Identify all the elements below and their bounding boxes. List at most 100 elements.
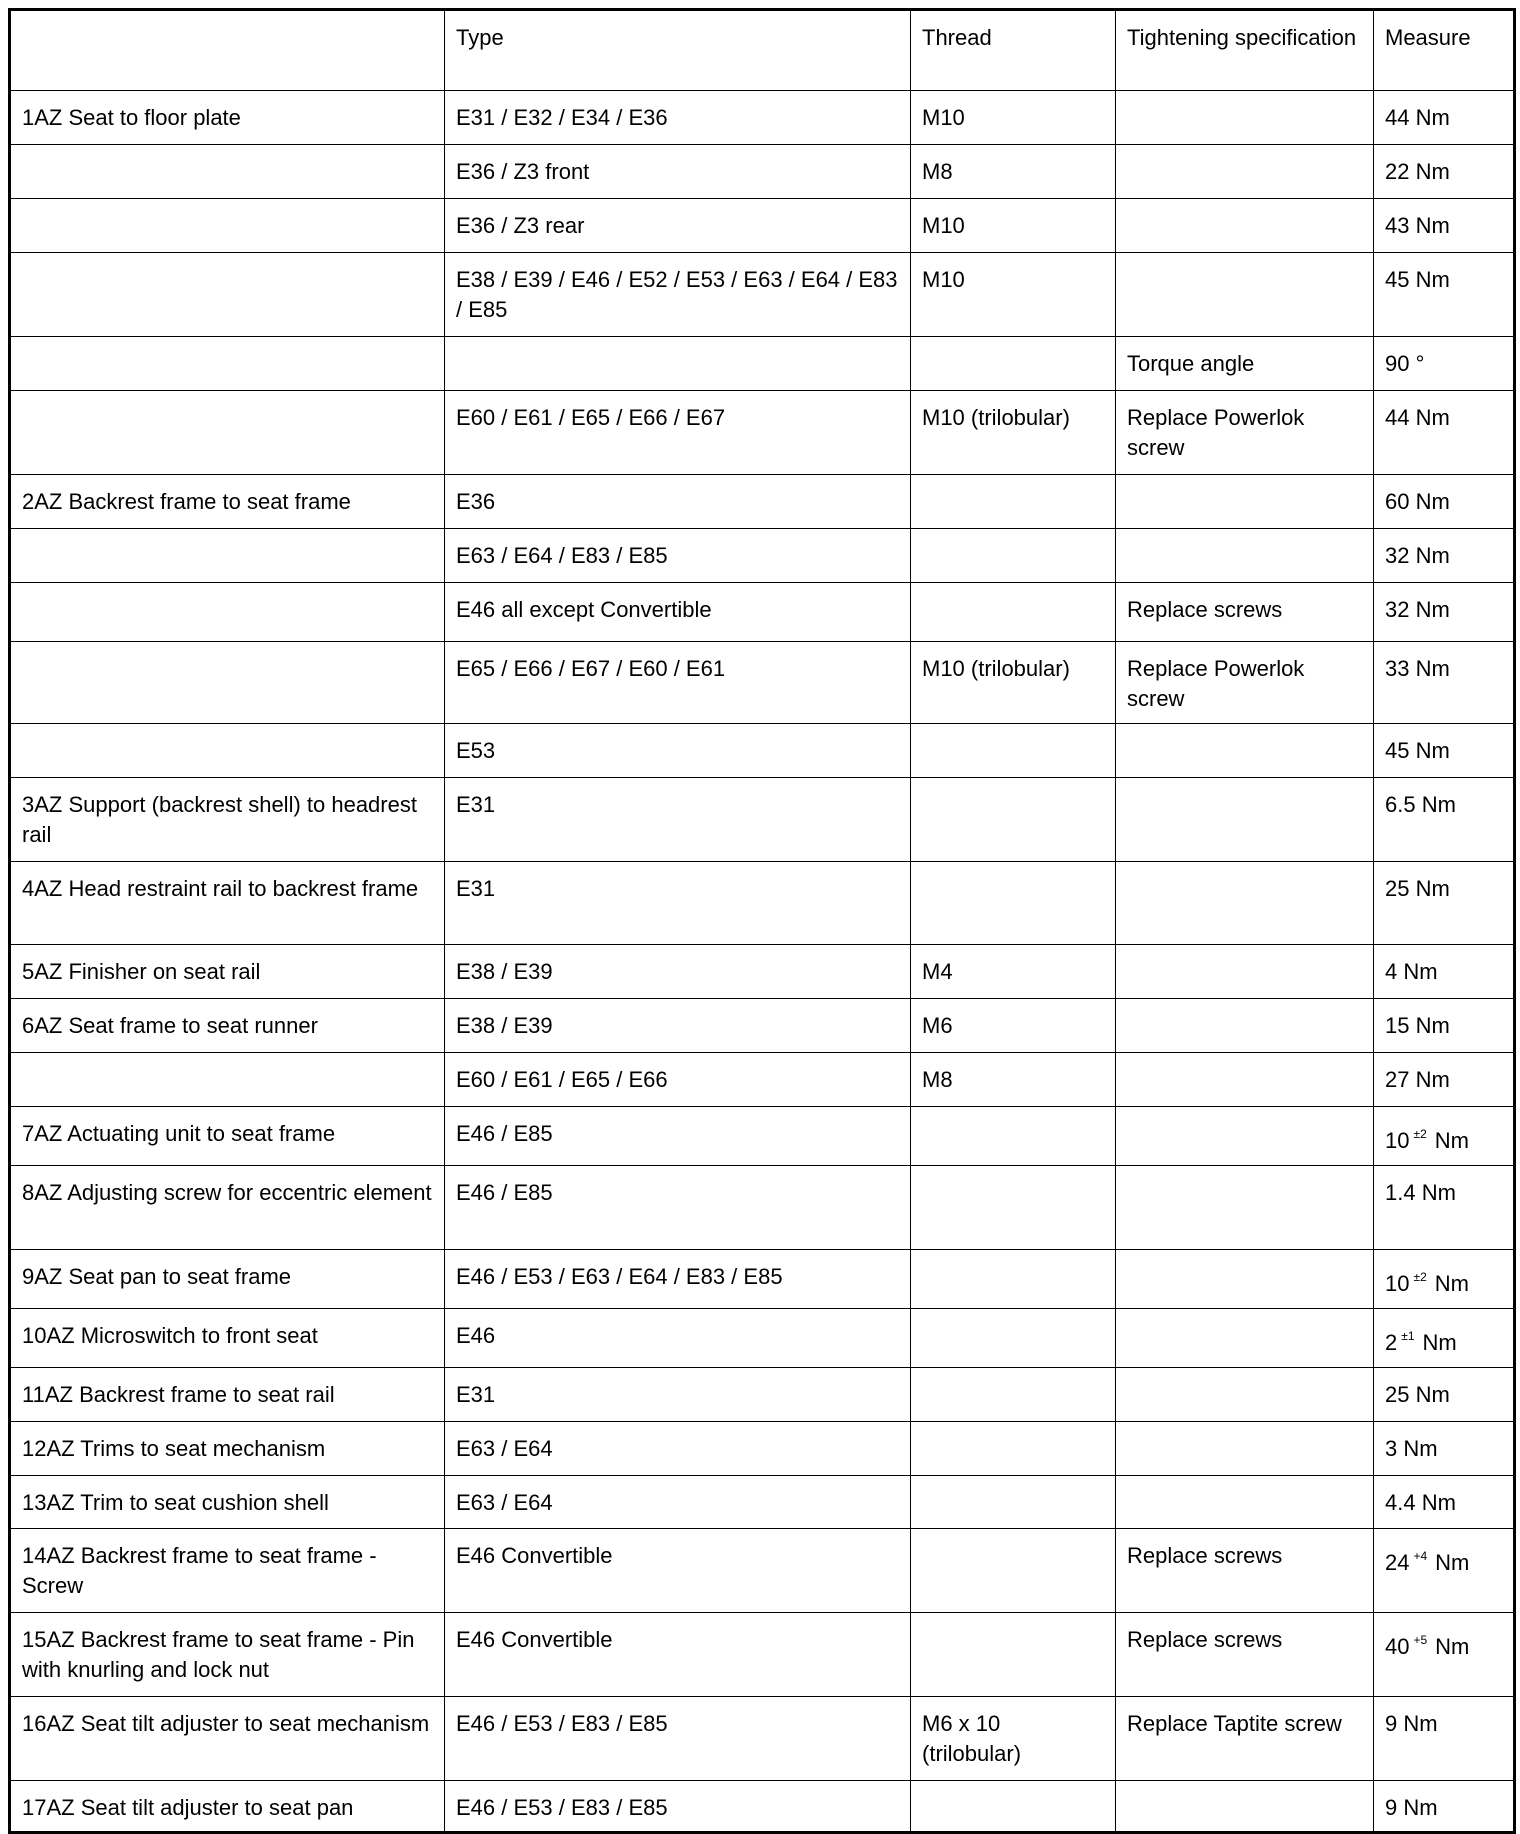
cell-spec (1115, 528, 1374, 583)
torque-spec-table: Type Thread Tightening specification Mea… (8, 8, 1516, 1834)
cell-measure: 27 Nm (1373, 1052, 1515, 1107)
table-row: 15AZ Backrest frame to seat frame - Pin … (9, 1612, 1515, 1697)
cell-thread (910, 474, 1116, 529)
cell-type: E46 / E85 (444, 1106, 911, 1166)
table-row: Torque angle 90 ° (9, 336, 1515, 391)
cell-item: 6AZ Seat frame to seat runner (9, 998, 445, 1053)
table-row: E38 / E39 / E46 / E52 / E53 / E63 / E64 … (9, 252, 1515, 337)
cell-type: E46 / E53 / E83 / E85 (444, 1696, 911, 1781)
cell-measure: 3 Nm (1373, 1421, 1515, 1476)
cell-type: E63 / E64 (444, 1421, 911, 1476)
cell-type: E46 Convertible (444, 1612, 911, 1697)
table-row: 11AZ Backrest frame to seat rail E31 25 Nm (9, 1367, 1515, 1422)
cell-item: 5AZ Finisher on seat rail (9, 944, 445, 999)
cell-measure: 45 Nm (1373, 252, 1515, 337)
cell-type: E31 (444, 777, 911, 862)
table-row: 14AZ Backrest frame to seat frame - Scre… (9, 1528, 1515, 1613)
cell-measure: 22 Nm (1373, 144, 1515, 199)
cell-type: E36 (444, 474, 911, 529)
cell-thread (910, 1421, 1116, 1476)
header-thread: Thread (910, 9, 1116, 91)
cell-thread: M6 x 10 (trilobular) (910, 1696, 1116, 1781)
cell-thread (910, 336, 1116, 391)
cell-spec (1115, 144, 1374, 199)
cell-measure: 2 ±1 Nm (1373, 1308, 1515, 1368)
cell-thread (910, 1106, 1116, 1166)
cell-item (9, 528, 445, 583)
cell-item: 4AZ Head restraint rail to backrest fram… (9, 861, 445, 945)
measure-tolerance: +4 (1413, 1549, 1428, 1563)
cell-spec (1115, 777, 1374, 862)
cell-spec (1115, 861, 1374, 945)
cell-measure: 10 ±2 Nm (1373, 1249, 1515, 1309)
measure-tolerance: ±1 (1401, 1329, 1415, 1343)
measure-value: 24 (1385, 1550, 1410, 1575)
table-row: 13AZ Trim to seat cushion shell E63 / E64… (9, 1475, 1515, 1529)
cell-type: E38 / E39 (444, 998, 911, 1053)
cell-type (444, 336, 911, 391)
measure-tolerance: +5 (1413, 1633, 1428, 1647)
measure-value: 2 (1385, 1330, 1398, 1355)
cell-thread (910, 1308, 1116, 1368)
cell-thread: M6 (910, 998, 1116, 1053)
measure-unit: Nm (1434, 1271, 1469, 1296)
cell-measure: 44 Nm (1373, 90, 1515, 145)
cell-type: E60 / E61 / E65 / E66 / E67 (444, 390, 911, 475)
cell-item (9, 723, 445, 778)
table-row: 16AZ Seat tilt adjuster to seat mechanis… (9, 1696, 1515, 1781)
measure-unit: Nm (1422, 1330, 1457, 1355)
measure-unit: Nm (1435, 1550, 1470, 1575)
measure-tolerance: ±2 (1413, 1127, 1427, 1141)
cell-spec (1115, 1106, 1374, 1166)
cell-measure: 32 Nm (1373, 528, 1515, 583)
cell-spec (1115, 198, 1374, 253)
cell-spec (1115, 1052, 1374, 1107)
cell-measure: 40 +5 Nm (1373, 1612, 1515, 1697)
cell-measure: 33 Nm (1373, 641, 1515, 724)
table-row: E60 / E61 / E65 / E66 / E67 M10 (trilobul… (9, 390, 1515, 475)
table-row: E65 / E66 / E67 / E60 / E61 M10 (trilobul… (9, 641, 1515, 724)
cell-spec (1115, 998, 1374, 1053)
cell-thread (910, 861, 1116, 945)
table-row: 2AZ Backrest frame to seat frame E36 60 Nm (9, 474, 1515, 529)
header-measure: Measure (1373, 9, 1515, 91)
table-row: 17AZ Seat tilt adjuster to seat pan E46 /… (9, 1780, 1515, 1833)
table-row: 12AZ Trims to seat mechanism E63 / E64 3 N… (9, 1421, 1515, 1476)
measure-unit: Nm (1435, 1634, 1470, 1659)
cell-measure: 45 Nm (1373, 723, 1515, 778)
cell-item (9, 252, 445, 337)
cell-type: E36 / Z3 front (444, 144, 911, 199)
cell-item: 17AZ Seat tilt adjuster to seat pan (9, 1780, 445, 1833)
cell-type: E65 / E66 / E67 / E60 / E61 (444, 641, 911, 724)
cell-type: E63 / E64 / E83 / E85 (444, 528, 911, 583)
table-row: 7AZ Actuating unit to seat frame E46 / E8… (9, 1106, 1515, 1166)
cell-spec (1115, 1780, 1374, 1833)
cell-spec (1115, 1249, 1374, 1309)
cell-thread (910, 1528, 1116, 1613)
cell-type: E38 / E39 / E46 / E52 / E53 / E63 / E64 … (444, 252, 911, 337)
cell-type: E46 Convertible (444, 1528, 911, 1613)
cell-item: 14AZ Backrest frame to seat frame - Scre… (9, 1528, 445, 1613)
cell-spec (1115, 474, 1374, 529)
cell-thread (910, 1165, 1116, 1250)
cell-measure: 43 Nm (1373, 198, 1515, 253)
cell-thread: M8 (910, 144, 1116, 199)
table-row: 5AZ Finisher on seat rail E38 / E39 M4 4 Nm (9, 944, 1515, 999)
cell-type: E60 / E61 / E65 / E66 (444, 1052, 911, 1107)
table-row: 9AZ Seat pan to seat frame E46 / E53 / E6… (9, 1249, 1515, 1309)
cell-measure: 60 Nm (1373, 474, 1515, 529)
cell-item: 10AZ Microswitch to front seat (9, 1308, 445, 1368)
cell-spec (1115, 944, 1374, 999)
cell-spec: Replace screws (1115, 582, 1374, 642)
cell-measure: 4.4 Nm (1373, 1475, 1515, 1529)
cell-spec (1115, 1475, 1374, 1529)
cell-spec: Replace Powerlok screw (1115, 390, 1374, 475)
cell-item (9, 641, 445, 724)
table-row: 10AZ Microswitch to front seat E46 2 ±1 Nm (9, 1308, 1515, 1368)
cell-thread (910, 1612, 1116, 1697)
cell-thread: M10 (910, 198, 1116, 253)
cell-spec (1115, 1367, 1374, 1422)
table-row: 6AZ Seat frame to seat runner E38 / E39 M6… (9, 998, 1515, 1053)
cell-type: E46 (444, 1308, 911, 1368)
cell-item: 3AZ Support (backrest shell) to headrest… (9, 777, 445, 862)
